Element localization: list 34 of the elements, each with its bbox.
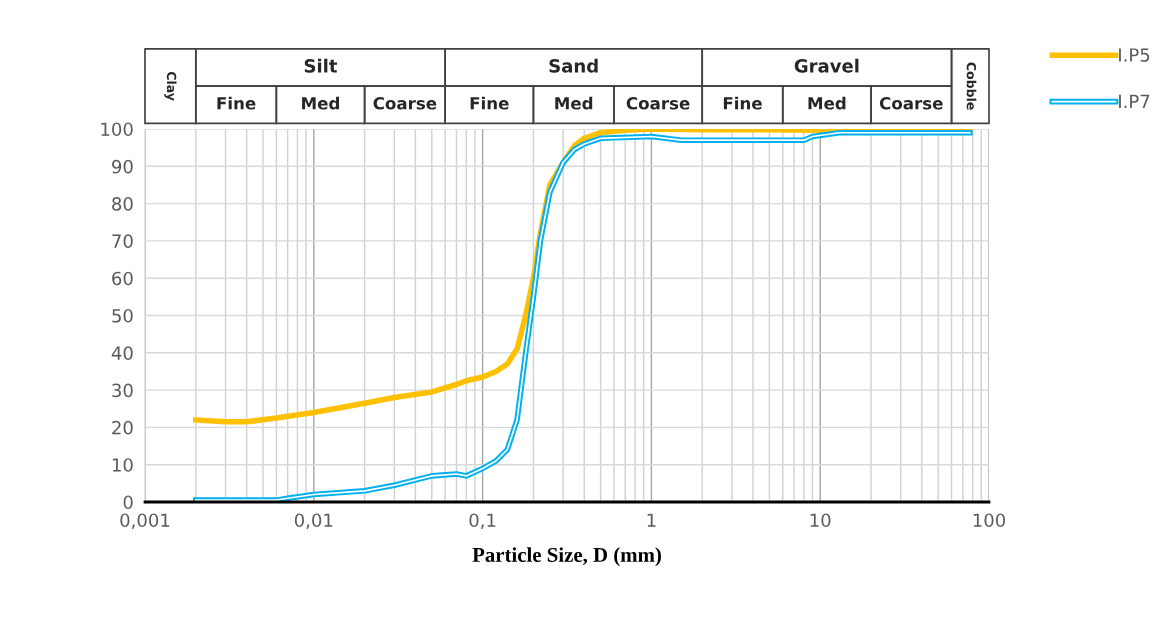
x-tick-label: 0,01 [294, 513, 333, 529]
y-tick-label: 10 [112, 458, 133, 472]
x-tick-label: 0,001 [120, 513, 170, 529]
x-tick-label: 1 [647, 513, 656, 527]
y-tick-label: 90 [112, 159, 133, 174]
text: Coarse [879, 96, 943, 110]
text: Clay [164, 71, 177, 101]
text: Med [555, 96, 593, 110]
y-tick-label: 50 [112, 308, 133, 323]
x-tick-label: 10 [810, 513, 831, 528]
text: Med [302, 96, 339, 110]
y-tick-label: 80 [112, 197, 133, 211]
x-tick-label: 100 [973, 513, 1006, 528]
text: Fine [217, 96, 256, 110]
y-tick-label: 40 [111, 346, 133, 360]
text: Silt [304, 58, 338, 73]
y-tick-label: 60 [112, 271, 133, 286]
text: Gravel [794, 58, 859, 73]
x-tick-label: 0,1 [469, 513, 496, 529]
text: Cobble [966, 62, 977, 110]
y-tick-label: 20 [112, 420, 133, 435]
y-tick-label: 0 [123, 495, 133, 510]
legend-label: I.P5 [1119, 48, 1150, 62]
text: Fine [723, 96, 762, 110]
x-axis-title: Particle Size, D (mm) [472, 547, 661, 567]
text: Coarse [626, 96, 690, 110]
text: Fine [470, 96, 509, 110]
text: Med [808, 96, 846, 110]
legend-label: I.P7 [1119, 94, 1150, 108]
y-tick-label: 30 [112, 383, 133, 398]
text: Coarse [373, 96, 437, 110]
y-tick-label: 100 [101, 122, 133, 137]
y-tick-label: 70 [112, 234, 133, 249]
text: Sand [549, 58, 598, 73]
